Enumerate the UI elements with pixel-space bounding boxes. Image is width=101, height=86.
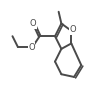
Text: O: O — [69, 25, 76, 34]
Text: O: O — [28, 43, 35, 52]
Text: O: O — [30, 19, 37, 28]
